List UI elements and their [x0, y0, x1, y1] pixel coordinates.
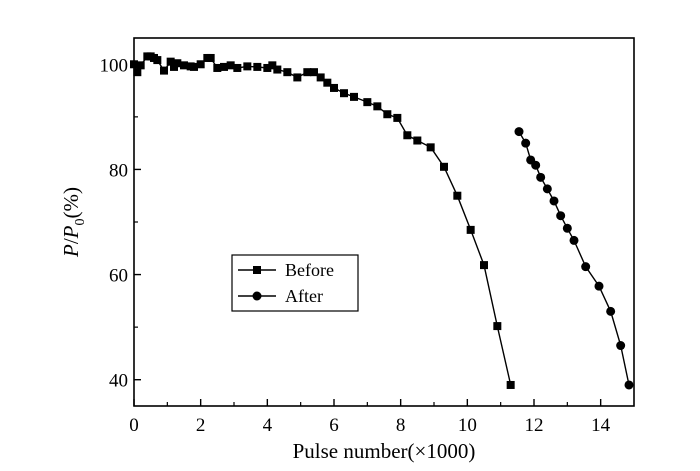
data-point-square — [310, 68, 318, 77]
series-line-before — [133, 55, 512, 386]
data-point-square — [340, 89, 348, 98]
data-point-square — [153, 56, 162, 65]
data-point-square — [206, 53, 215, 62]
data-point-square — [373, 102, 382, 111]
data-point-square — [160, 66, 168, 75]
data-point-square — [426, 143, 435, 152]
data-point-square — [493, 322, 502, 331]
y-axis-title-p0: P — [59, 225, 83, 239]
data-point-square — [383, 110, 392, 119]
x-tick-label: 6 — [329, 415, 339, 436]
data-point-square — [130, 60, 138, 69]
data-point-square — [283, 68, 292, 77]
plot-frame — [133, 37, 635, 407]
data-point-square — [133, 68, 142, 77]
y-axis-title: P/P0(%) — [59, 187, 88, 258]
data-point-square — [480, 261, 488, 270]
data-point-square — [303, 68, 312, 77]
y-axis-title-p: P — [59, 244, 83, 258]
data-point-circle — [549, 196, 559, 206]
data-point-circle — [542, 184, 552, 194]
x-tick-label: 0 — [129, 415, 139, 436]
data-point-square — [136, 61, 145, 70]
data-point-circle — [616, 341, 626, 351]
data-point-square — [403, 131, 412, 140]
y-tick-label: 40 — [109, 371, 128, 392]
legend-marker-circle — [252, 291, 262, 301]
legend: Before After — [231, 254, 359, 312]
x-tick-label: 4 — [263, 415, 273, 436]
data-point-square — [253, 62, 262, 71]
data-point-square — [440, 162, 448, 171]
data-point-square — [453, 191, 462, 200]
data-point-square — [268, 61, 277, 70]
data-point-square — [393, 113, 402, 122]
data-point-square — [466, 225, 475, 234]
data-point-square — [180, 61, 188, 70]
data-point-square — [506, 380, 515, 389]
x-axis-title: Pulse number(×1000) — [293, 439, 476, 463]
data-point-circle — [514, 127, 524, 137]
y-axis-title-subscript: 0 — [73, 218, 88, 225]
data-point-square — [213, 63, 222, 72]
data-point-circle — [521, 138, 531, 148]
legend-marker-square — [253, 266, 261, 274]
data-point-square — [293, 73, 302, 82]
legend-label-before: Before — [285, 260, 334, 280]
series-layer — [130, 52, 634, 390]
data-point-square — [196, 60, 205, 69]
data-point-circle — [569, 235, 579, 245]
data-point-square — [363, 98, 372, 107]
data-point-square — [243, 62, 252, 71]
x-tick-label: 14 — [591, 415, 611, 436]
x-tick-label: 12 — [525, 415, 544, 436]
x-tick-label: 8 — [396, 415, 406, 436]
data-point-square — [173, 59, 182, 68]
data-point-circle — [556, 211, 566, 221]
data-point-circle — [606, 306, 616, 316]
data-point-square — [263, 63, 272, 72]
data-point-square — [316, 73, 325, 82]
legend-box — [231, 254, 359, 312]
data-point-square — [226, 61, 235, 70]
data-point-circle — [594, 281, 604, 291]
data-point-circle — [562, 223, 572, 233]
data-point-square — [190, 62, 198, 71]
axis-ticks: 0 2 4 6 8 10 12 14 40 60 80 100 — [100, 55, 611, 436]
data-point-circle — [624, 380, 634, 390]
data-point-square — [413, 136, 422, 145]
y-tick-label: 80 — [109, 160, 128, 181]
x-tick-label: 10 — [458, 415, 477, 436]
y-tick-label: 60 — [109, 266, 128, 287]
y-tick-label: 100 — [100, 55, 129, 76]
data-point-square — [273, 65, 282, 74]
data-point-square — [166, 57, 175, 66]
data-point-circle — [536, 172, 546, 182]
y-axis-title-slash: / — [59, 238, 83, 244]
x-tick-label: 2 — [196, 415, 206, 436]
legend-label-after: After — [285, 286, 323, 306]
data-point-square — [233, 63, 242, 72]
y-axis-title-unit: (%) — [59, 187, 83, 218]
data-point-square — [350, 92, 358, 101]
data-point-square — [220, 62, 228, 71]
data-point-square — [330, 83, 338, 92]
data-point-circle — [531, 160, 541, 170]
data-point-circle — [581, 262, 591, 272]
data-point-square — [323, 78, 332, 87]
